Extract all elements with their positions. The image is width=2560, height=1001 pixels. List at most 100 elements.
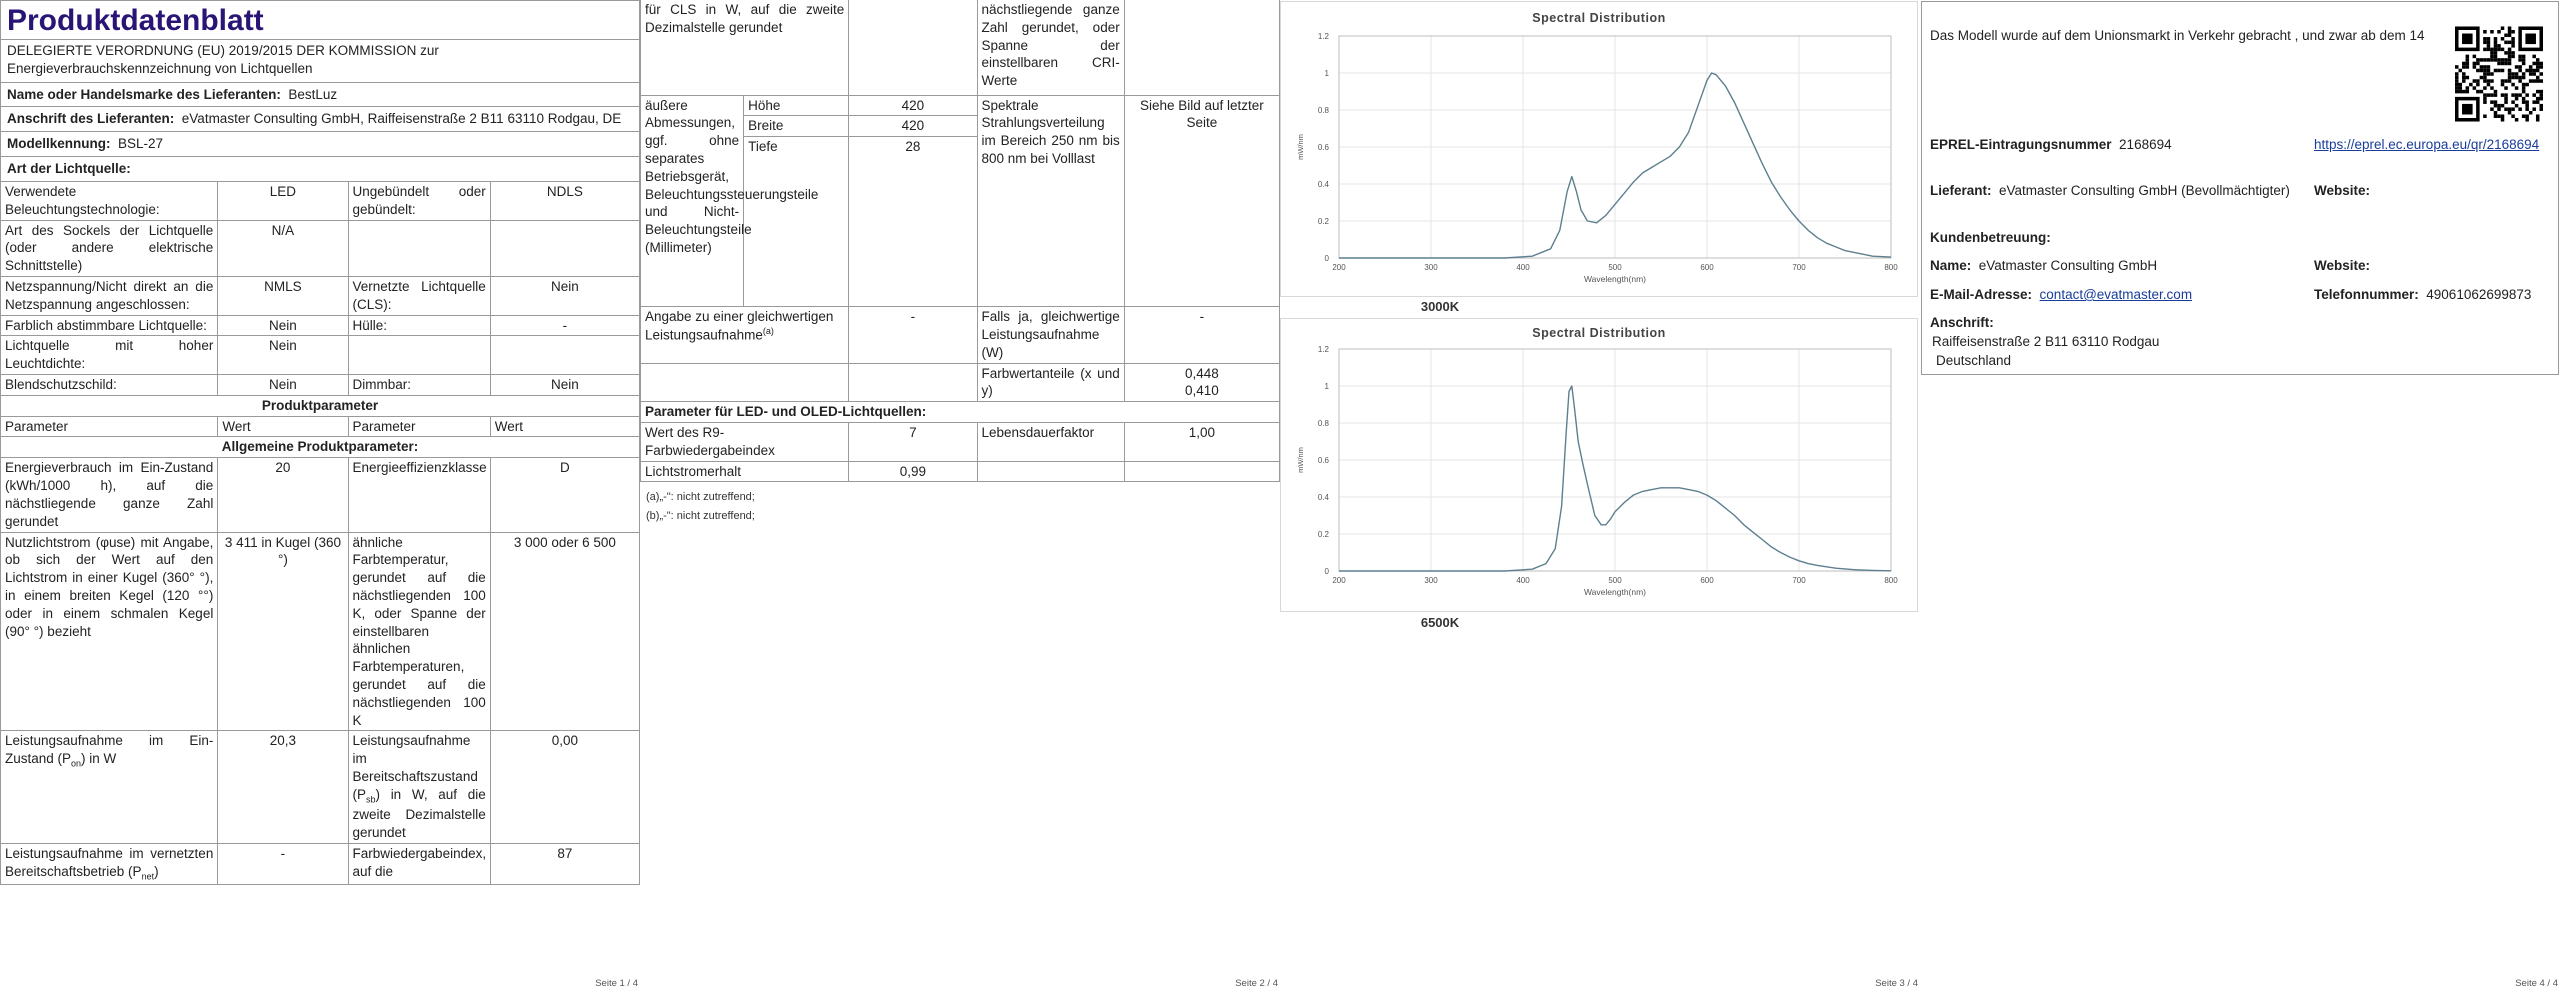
qr-module — [2455, 82, 2459, 87]
cell: Hülle: — [347, 314, 491, 337]
qr-module — [2497, 61, 2501, 66]
qr-module — [2500, 114, 2505, 118]
cell: Nein — [217, 374, 349, 396]
qr-module — [2500, 37, 2505, 41]
qr-module — [2490, 79, 2494, 83]
qr-module — [2462, 61, 2466, 66]
qr-module — [2518, 93, 2522, 97]
cell: nächstliegende ganze Zahl gerundet, oder… — [976, 0, 1125, 96]
qr-module — [2486, 82, 2491, 87]
qr-module — [2514, 65, 2519, 69]
qr-module — [2497, 58, 2501, 62]
qr-module — [2532, 68, 2536, 73]
qr-module — [2539, 72, 2543, 76]
qr-module — [2507, 54, 2512, 59]
model-label: Modellkennung: — [7, 136, 111, 152]
params-continued-table: für CLS in W, auf die zweite Dezimalstel… — [639, 0, 1281, 483]
y-tick-label: 0.2 — [1318, 217, 1330, 226]
email-link[interactable]: contact@evatmaster.com — [2039, 287, 2193, 302]
page-number: Seite 3 / 4 — [1875, 978, 1918, 990]
table-row: Breite 420 — [641, 115, 1280, 138]
qr-module — [2458, 68, 2463, 73]
cell-text: Leistungsaufnahme im Bereitschaftszustan… — [352, 733, 478, 802]
qr-module — [2511, 44, 2515, 48]
qr-module — [2504, 40, 2508, 45]
qr-module — [2493, 114, 2498, 118]
led-heading: Parameter für LED- und OLED-Lichtquellen… — [640, 401, 1280, 423]
table-row: Nutzlichtstrom (φuse) mit Angabe, ob sic… — [0, 531, 641, 732]
cell — [848, 0, 978, 96]
qr-module — [2490, 72, 2494, 76]
cell: Lebensdauerfaktor — [976, 422, 1125, 462]
dimension-depth-label: Tiefe — [743, 136, 850, 307]
qr-module — [2486, 72, 2491, 76]
column-header-row: Parameter Wert Parameter Wert — [0, 415, 641, 438]
qr-module — [2511, 54, 2515, 59]
chart-title: Spectral Distribution — [1532, 11, 1666, 25]
y-tick-label: 0.4 — [1318, 180, 1330, 189]
qr-module — [2483, 58, 2487, 62]
cell: Blendschutzschild: — [0, 374, 219, 396]
y-tick-label: 0 — [1325, 567, 1330, 576]
qr-module — [2504, 58, 2508, 62]
y-tick-label: 0 — [1325, 254, 1330, 263]
qr-module — [2521, 114, 2526, 118]
qr-module — [2486, 40, 2491, 45]
qr-module — [2504, 107, 2508, 111]
qr-module — [2507, 30, 2512, 34]
qr-module — [2479, 68, 2484, 73]
qr-module — [2504, 33, 2508, 38]
chromaticity-value: 0,448 0,410 — [1123, 362, 1281, 403]
qr-module — [2500, 93, 2505, 97]
supplier-label: Lieferant: — [1930, 183, 1992, 198]
spectrum-line — [1339, 72, 1892, 259]
qr-module — [2511, 40, 2515, 45]
qr-module — [2504, 51, 2508, 55]
y-tick-label: 1 — [1325, 382, 1330, 391]
qr-module — [2479, 89, 2484, 94]
cell: Leistungsaufnahme im Ein-Zustand (Pon) i… — [0, 730, 219, 845]
qr-module — [2511, 72, 2515, 76]
qr-module — [2493, 40, 2498, 45]
qr-module — [2525, 103, 2529, 108]
qr-module — [2539, 107, 2543, 111]
qr-module — [2500, 47, 2505, 52]
qr-module — [2483, 79, 2487, 83]
cell: Lichtstromerhalt — [639, 460, 850, 483]
x-tick-label: 500 — [1608, 576, 1622, 585]
qr-module — [2511, 51, 2515, 55]
email-label: E-Mail-Adresse: — [1930, 287, 2033, 302]
eprel-link[interactable]: https://eprel.ec.europa.eu/qr/2168694 — [2314, 137, 2540, 152]
qr-module — [2532, 61, 2536, 66]
qr-module — [2521, 82, 2526, 87]
cell: 87 — [489, 843, 641, 886]
table-row: Verwendete Beleuchtungstechnologie: LED … — [0, 180, 641, 221]
qr-module — [2507, 33, 2512, 38]
qr-module — [2521, 58, 2526, 62]
qr-module — [2486, 44, 2491, 48]
cell: Nein — [489, 374, 641, 396]
footnote-b: (b)„-": nicht zutreffend; — [646, 509, 755, 522]
qr-module — [2500, 26, 2505, 30]
qr-module — [2528, 110, 2533, 115]
dimension-height-label: Höhe — [743, 94, 850, 117]
qr-module — [2521, 75, 2526, 80]
spectral-chart-6500k: Spectral Distribution 200 300 400 500 600 700… — [1280, 318, 1918, 612]
y-tick-label: 1.2 — [1318, 345, 1330, 354]
qr-module — [2490, 107, 2494, 111]
cell: NMLS — [217, 275, 349, 316]
qr-finder — [2462, 103, 2473, 115]
qr-module — [2462, 79, 2466, 83]
x-tick-label: 700 — [1792, 576, 1806, 585]
page-number: Seite 4 / 4 — [2515, 978, 2558, 990]
eprel-info-box: Das Modell wurde auf dem Unionsmarkt in … — [1921, 1, 2559, 375]
y-tick-label: 0.4 — [1318, 493, 1330, 502]
table-row: für CLS in W, auf die zweite Dezimalstel… — [639, 0, 1281, 96]
qr-module — [2518, 58, 2522, 62]
dimension-height-value: 420 — [848, 94, 978, 117]
table-row: Leistungsaufnahme im vernetzten Bereitsc… — [0, 843, 641, 886]
chart-grid — [1338, 348, 1892, 572]
qr-module — [2507, 107, 2512, 111]
qr-module — [2535, 75, 2540, 80]
qr-module — [2539, 93, 2543, 97]
